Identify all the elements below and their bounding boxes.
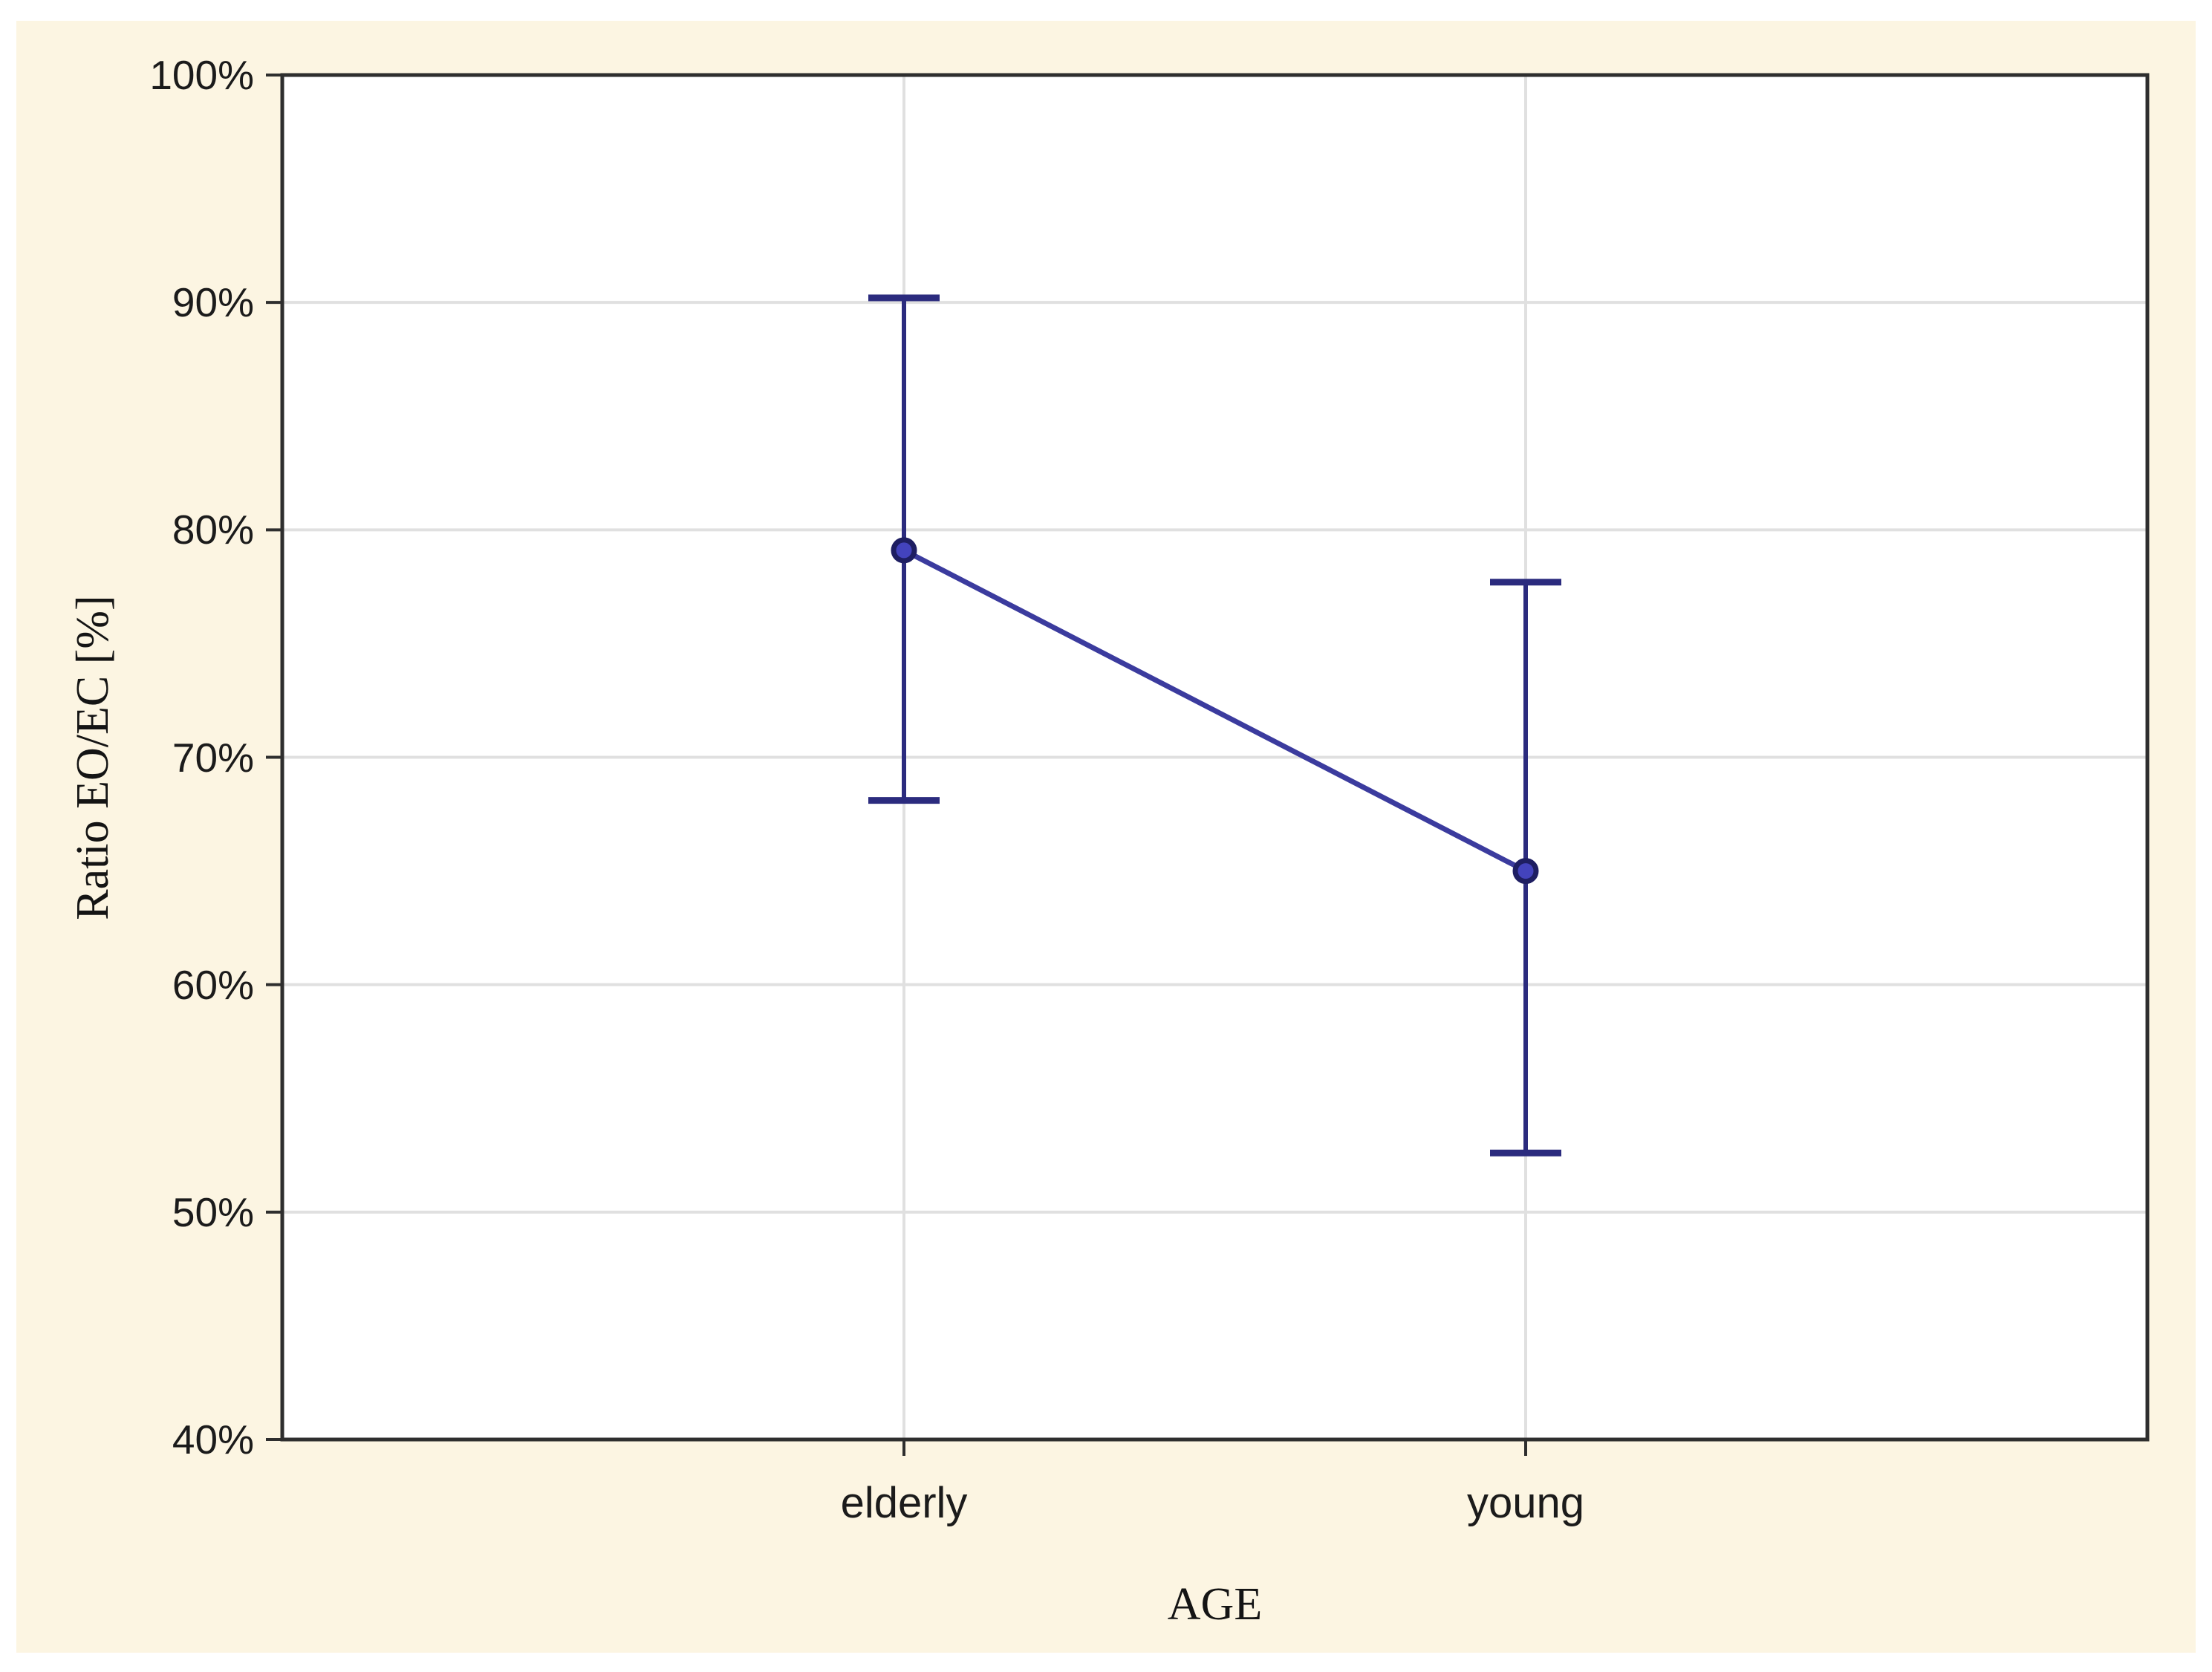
- data-point-marker: [1512, 858, 1539, 885]
- x-category-label: elderly: [840, 1479, 968, 1527]
- y-tick-label: 80%: [172, 507, 254, 553]
- y-tick-label: 60%: [172, 961, 254, 1008]
- series-line: [902, 547, 1527, 874]
- y-tick-label: 90%: [172, 279, 254, 326]
- plot-frame: [280, 73, 2150, 1442]
- y-tick-label: 100%: [149, 52, 254, 98]
- data-point-marker: [891, 537, 917, 564]
- y-tick-label: 40%: [172, 1416, 254, 1463]
- y-axis-title: Ratio EO/EC [%]: [68, 594, 118, 920]
- x-axis-title: AGE: [1167, 1579, 1263, 1630]
- x-category-label: young: [1466, 1479, 1585, 1527]
- y-tick-label: 50%: [172, 1188, 254, 1235]
- y-tick-label: 70%: [172, 734, 254, 781]
